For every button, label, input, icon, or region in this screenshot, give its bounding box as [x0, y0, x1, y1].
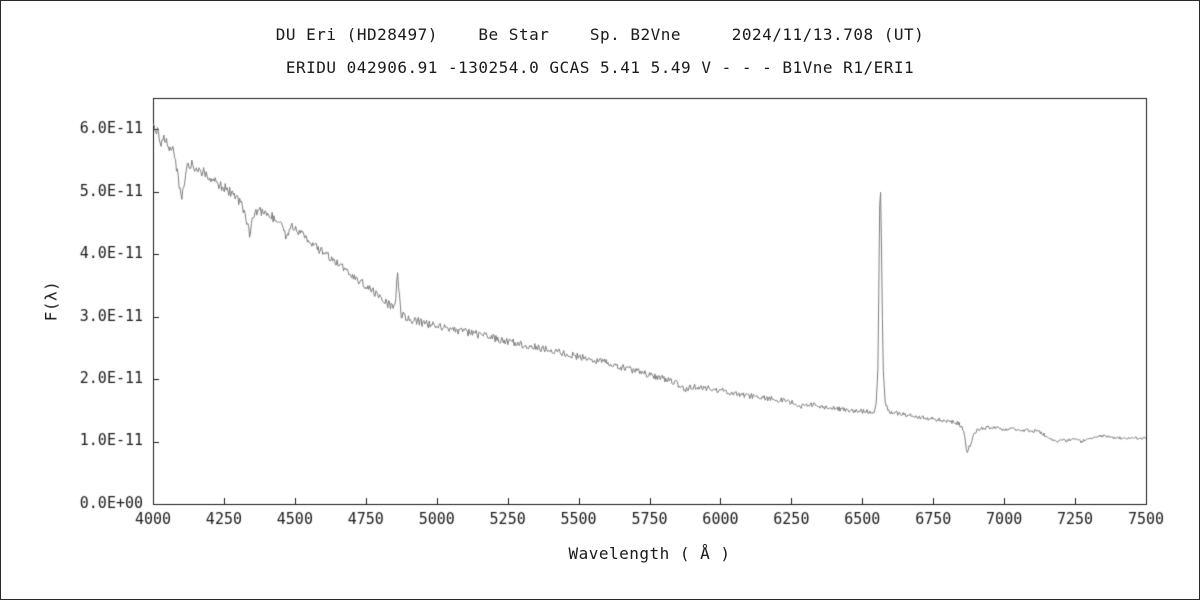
y-axis-label: F(λ) — [41, 280, 61, 322]
x-axis-label: Wavelength ( Å ) — [568, 544, 731, 563]
chart-title: DU Eri (HD28497) Be Star Sp. B2Vne 2024/… — [275, 25, 925, 44]
chart-subtitle: ERIDU 042906.91 -130254.0 GCAS 5.41 5.49… — [285, 58, 915, 77]
